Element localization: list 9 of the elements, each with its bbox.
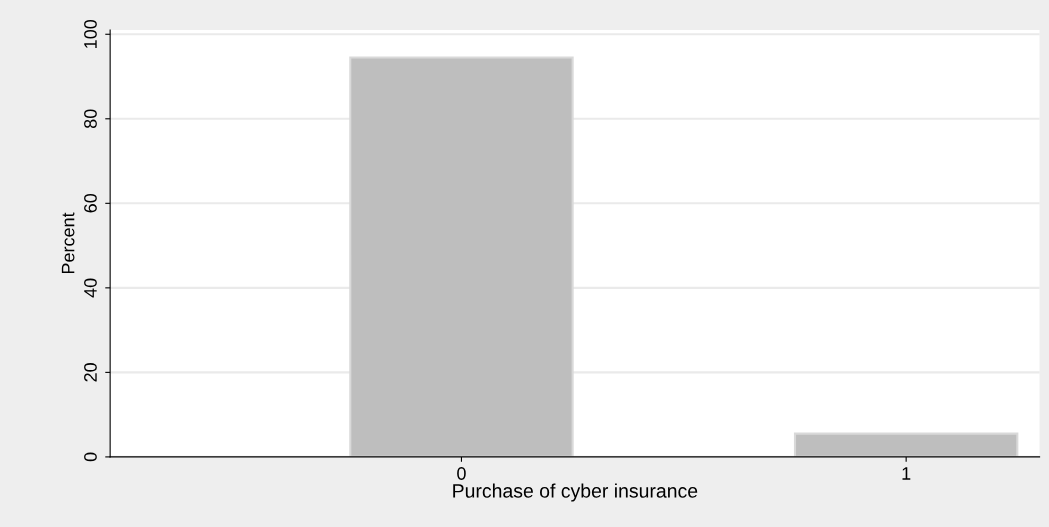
y-tick-label: 60 [84,193,97,213]
y-axis-title: Percent [61,212,75,274]
y-tick-label: 0 [84,452,97,462]
y-tick-label: 80 [84,109,97,129]
x-axis-title: Purchase of cyber insurance [453,483,698,502]
y-tick-label: 40 [84,278,97,298]
x-tick-label: 1 [902,467,911,480]
y-tick-label: 20 [84,363,97,382]
y-tick-label: 100 [84,19,97,48]
